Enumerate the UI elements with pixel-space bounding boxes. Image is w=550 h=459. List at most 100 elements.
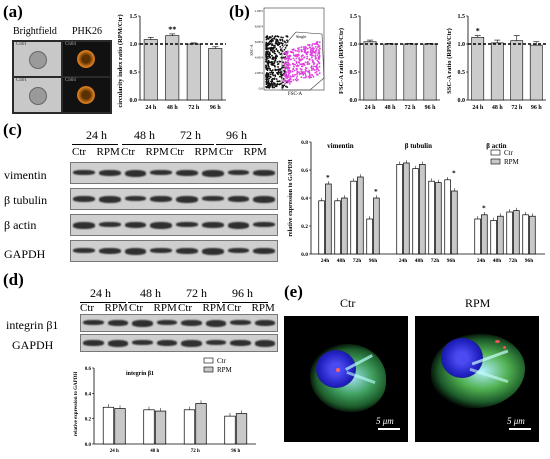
d-condition-label: RPM bbox=[153, 302, 177, 314]
c-ytick-label: 0.6 bbox=[301, 168, 308, 174]
b-ssc-xtick-label: 24 h bbox=[472, 105, 484, 111]
flow-event-black bbox=[273, 60, 276, 63]
b-fsc-ytick-label: 1.5 bbox=[350, 14, 358, 20]
flow-event-magenta bbox=[306, 55, 309, 58]
d-band bbox=[83, 320, 104, 325]
flow-event-black bbox=[274, 68, 277, 71]
flow-event-magenta bbox=[304, 61, 307, 64]
flow-event-black bbox=[274, 83, 276, 86]
flow-event-magenta bbox=[310, 69, 313, 71]
d-time-underline bbox=[174, 302, 220, 303]
c-bar-ctr bbox=[522, 214, 529, 255]
a-ytick-label: 1.5 bbox=[130, 14, 138, 20]
flow-event-magenta bbox=[297, 49, 300, 51]
flow-event-black bbox=[267, 57, 269, 60]
d-legend-ctr: Ctr bbox=[217, 357, 227, 365]
flow-event-black bbox=[272, 44, 275, 47]
c-legend-rpm: RPM bbox=[504, 158, 520, 166]
flow-event-magenta bbox=[311, 51, 313, 54]
flow-event-black bbox=[277, 80, 280, 83]
c-condition-label: Ctr bbox=[121, 146, 136, 158]
flow-event-black bbox=[272, 56, 274, 59]
flow-event-black bbox=[286, 35, 289, 38]
flow-event-black bbox=[279, 39, 282, 42]
flow-event-magenta bbox=[300, 65, 303, 68]
c-bar-rpm bbox=[419, 164, 426, 255]
flow-event-magenta bbox=[303, 76, 305, 79]
flow-event-black bbox=[275, 69, 278, 71]
flow-event-black bbox=[270, 63, 273, 66]
d-condition-label: RPM bbox=[104, 302, 128, 314]
flow-event-black bbox=[279, 75, 281, 78]
flow-event-magenta bbox=[285, 80, 288, 83]
c-band bbox=[201, 170, 224, 177]
c-bar-rpm bbox=[325, 183, 332, 255]
flow-event-black bbox=[283, 71, 286, 73]
c-band bbox=[150, 196, 172, 202]
d-band bbox=[132, 320, 153, 327]
flow-event-black bbox=[272, 82, 275, 84]
c-ytick-label: 0.4 bbox=[301, 196, 308, 202]
flow-event-magenta bbox=[303, 64, 306, 66]
flow-ylabel: SSC-A bbox=[250, 44, 254, 55]
c-bar-rpm bbox=[451, 190, 458, 255]
panel-label-d: (d) bbox=[3, 270, 24, 289]
flow-event-magenta bbox=[295, 67, 298, 70]
a-ytick-label: 0.5 bbox=[130, 70, 138, 76]
flow-event-black bbox=[272, 39, 274, 42]
flow-event-magenta bbox=[315, 42, 317, 45]
c-xtick-label: 96h bbox=[525, 258, 534, 264]
c-bar-rpm bbox=[435, 182, 442, 255]
flow-event-magenta bbox=[316, 59, 319, 62]
flow-event-magenta bbox=[292, 63, 295, 66]
c-bar-ctr bbox=[444, 179, 451, 255]
c-ytick-label: 0.0 bbox=[301, 252, 308, 258]
flow-event-black bbox=[269, 73, 272, 76]
c-bar-rpm bbox=[373, 197, 380, 255]
flow-event-black bbox=[271, 44, 273, 47]
d-bar-rpm bbox=[114, 408, 126, 445]
flow-event-black bbox=[271, 58, 274, 60]
c-xtick-label: 72h bbox=[509, 258, 518, 264]
flow-event-black bbox=[267, 42, 270, 45]
flow-event-magenta bbox=[291, 74, 294, 76]
flow-event-magenta bbox=[288, 69, 291, 72]
flow-event-magenta bbox=[286, 52, 289, 55]
a-significance: ** bbox=[168, 25, 176, 34]
d-time-underline bbox=[222, 302, 268, 303]
flow-event-black bbox=[276, 72, 279, 75]
b-ssc-bar bbox=[510, 40, 524, 101]
flow-event-magenta bbox=[287, 66, 290, 69]
chart-d-ylabel: relative expression to GAPDH bbox=[74, 372, 79, 437]
c-xtick-label: 96h bbox=[447, 258, 456, 264]
flow-event-black bbox=[271, 54, 273, 57]
flow-event-magenta bbox=[300, 55, 303, 58]
e-label-ctr: Ctr bbox=[340, 296, 356, 310]
flow-event-black bbox=[276, 50, 279, 53]
flow-event-black bbox=[274, 74, 276, 76]
c-time-96: 96 h bbox=[226, 128, 247, 142]
flow-event-black bbox=[269, 71, 271, 74]
flow-event-black bbox=[273, 86, 276, 89]
c-band bbox=[253, 170, 275, 176]
flow-event-magenta bbox=[302, 48, 305, 51]
d-ytick-label: 0.4 bbox=[85, 392, 92, 397]
c-band bbox=[253, 248, 275, 254]
flow-event-black bbox=[277, 66, 279, 68]
c-bar-ctr bbox=[396, 164, 403, 255]
flow-event-magenta bbox=[303, 56, 306, 59]
flow-event-black bbox=[281, 42, 284, 45]
flow-event-magenta bbox=[302, 62, 305, 65]
d-bar-ctr bbox=[143, 409, 155, 445]
flow-event-magenta bbox=[312, 68, 315, 71]
flow-event-black bbox=[265, 56, 268, 59]
c-time-48: 48 h bbox=[134, 128, 155, 142]
b-fsc-ytick-label: 0.5 bbox=[350, 70, 358, 76]
flow-event-black bbox=[279, 53, 282, 56]
flow-event-magenta bbox=[318, 45, 321, 48]
c-bar-ctr bbox=[490, 220, 497, 255]
a-bar bbox=[186, 43, 201, 101]
c-xtick-label: 72h bbox=[431, 258, 440, 264]
panel-label-c: (c) bbox=[3, 120, 22, 139]
flow-event-magenta bbox=[310, 76, 313, 79]
